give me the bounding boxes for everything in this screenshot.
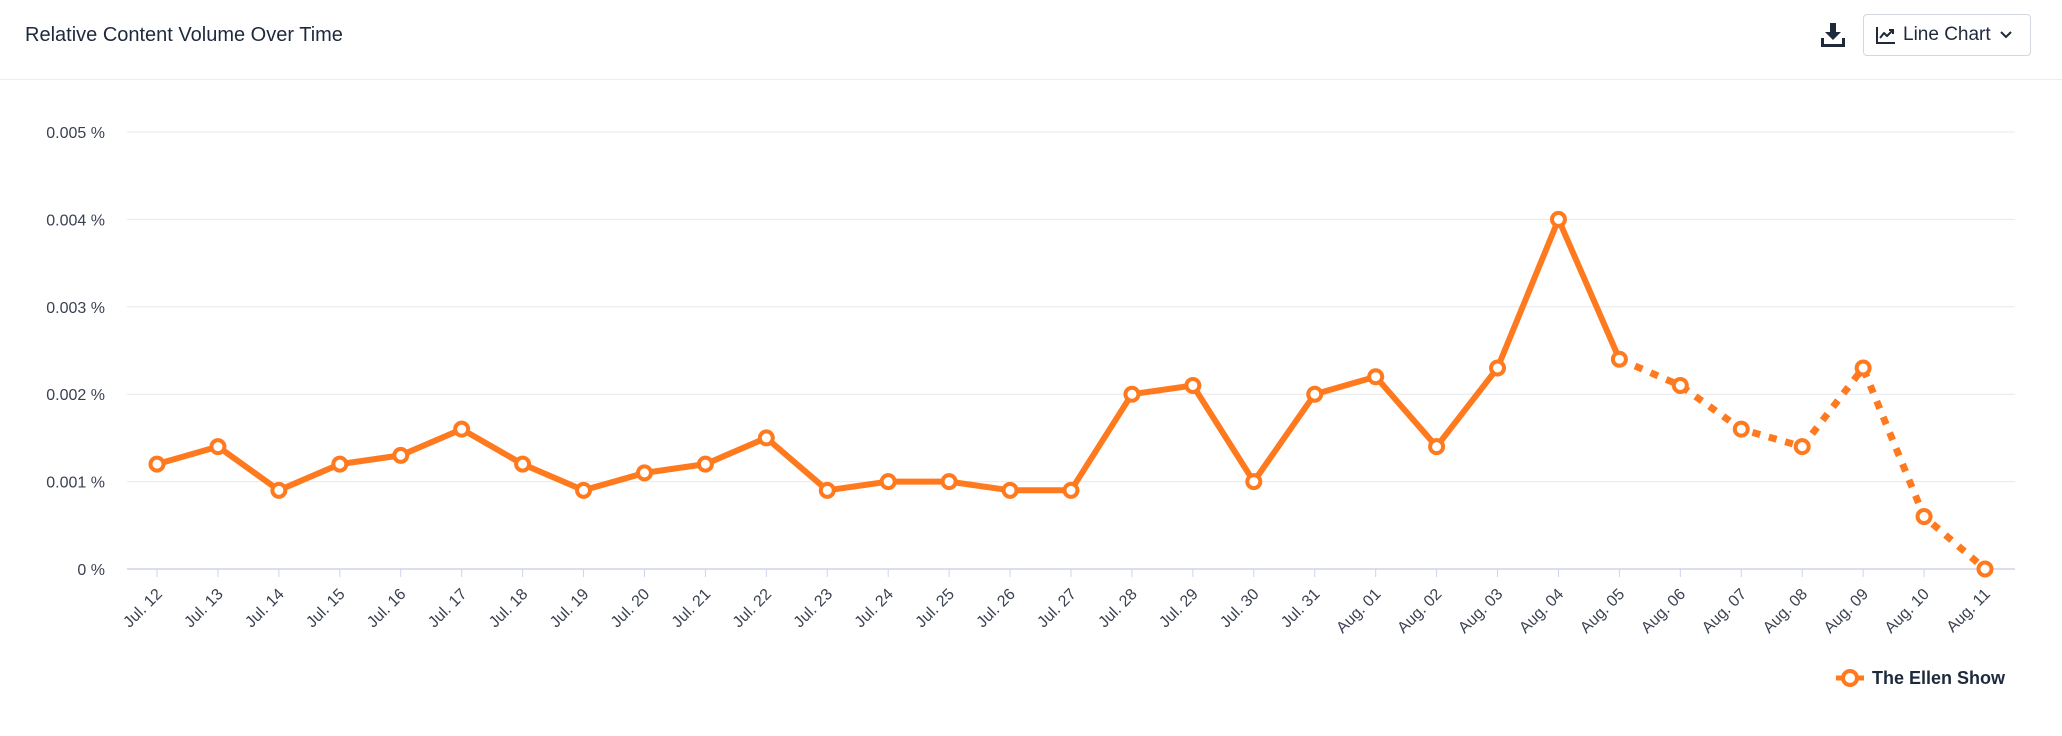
x-tick-label: Jul. 12 <box>120 586 165 631</box>
x-tick-label: Jul. 31 <box>1278 586 1323 631</box>
data-point <box>1610 350 1628 368</box>
chevron-down-icon <box>1999 30 2013 40</box>
y-tick-label: 0.002 % <box>46 387 105 404</box>
x-tick-label: Jul. 14 <box>242 586 287 631</box>
data-point <box>818 481 836 499</box>
data-point <box>1915 508 1933 526</box>
y-tick-label: 0.004 % <box>46 212 105 229</box>
x-tick-label: Jul. 23 <box>791 586 836 631</box>
data-point <box>1732 420 1750 438</box>
data-point <box>1001 481 1019 499</box>
data-point <box>1671 376 1689 394</box>
data-point <box>1976 560 1994 578</box>
x-tick-label: Jul. 21 <box>669 586 714 631</box>
y-tick-label: 0.005 % <box>46 125 105 142</box>
y-tick-label: 0 % <box>77 562 105 579</box>
data-point <box>1489 359 1507 377</box>
legend-marker <box>1836 669 1864 687</box>
x-tick-label: Aug. 02 <box>1394 586 1445 637</box>
data-point <box>392 446 410 464</box>
data-point <box>757 429 775 447</box>
chart-type-label: Line Chart <box>1903 24 1991 45</box>
x-tick-label: Aug. 01 <box>1333 586 1384 637</box>
x-tick-label: Jul. 28 <box>1095 586 1140 631</box>
legend-label: The Ellen Show <box>1872 667 2006 688</box>
x-tick-label: Jul. 26 <box>974 586 1019 631</box>
x-tick-label: Jul. 20 <box>608 586 653 631</box>
x-tick-label: Jul. 24 <box>852 586 897 631</box>
data-point <box>879 473 897 491</box>
download-icon <box>1821 23 1845 47</box>
series-line <box>154 216 1623 494</box>
data-point <box>635 464 653 482</box>
data-point <box>1549 210 1567 228</box>
data-point <box>331 455 349 473</box>
data-point <box>270 481 288 499</box>
x-tick-label: Jul. 27 <box>1034 586 1079 631</box>
x-tick-label: Aug. 08 <box>1760 586 1811 637</box>
data-point <box>940 473 958 491</box>
x-tick-label: Aug. 05 <box>1577 586 1628 637</box>
chart-title: Relative Content Volume Over Time <box>25 24 343 46</box>
x-tick-label: Jul. 17 <box>425 586 470 631</box>
x-tick-label: Aug. 04 <box>1516 586 1567 637</box>
data-point <box>1123 385 1141 403</box>
x-tick-label: Jul. 13 <box>181 586 226 631</box>
x-tick-label: Aug. 03 <box>1455 586 1506 637</box>
legend-item[interactable]: The Ellen Show <box>1836 664 2005 692</box>
line-chart-icon <box>1876 27 1895 44</box>
chart-header: Relative Content Volume Over Time Line C… <box>0 0 2062 80</box>
data-point <box>696 455 714 473</box>
data-point <box>1854 359 1872 377</box>
data-point <box>1793 438 1811 456</box>
download-button[interactable] <box>1816 18 1850 52</box>
data-point <box>148 455 166 473</box>
x-tick-label: Aug. 06 <box>1638 586 1689 637</box>
y-tick-label: 0.003 % <box>46 300 105 317</box>
x-tick-label: Jul. 30 <box>1217 586 1262 631</box>
line-chart: 0 % 0.001 % 0.002 % 0.003 % 0.004 % 0.005 % Ju… <box>46 125 2015 637</box>
data-point <box>1428 438 1446 456</box>
x-tick-label: Jul. 25 <box>913 586 958 631</box>
data-point <box>1062 481 1080 499</box>
x-tick-label: Jul. 19 <box>547 586 592 631</box>
x-tick-label: Jul. 16 <box>364 586 409 631</box>
data-point <box>1245 473 1263 491</box>
y-tick-label: 0.001 % <box>46 475 105 492</box>
data-point <box>209 438 227 456</box>
data-point <box>1306 385 1324 403</box>
x-tick-label: Aug. 07 <box>1699 586 1750 637</box>
data-point <box>1367 368 1385 386</box>
x-tick-label: Aug. 09 <box>1821 586 1872 637</box>
data-point <box>514 455 532 473</box>
x-tick-label: Aug. 11 <box>1944 586 1994 636</box>
x-tick-label: Jul. 18 <box>486 586 531 631</box>
x-tick-label: Aug. 10 <box>1882 586 1933 637</box>
x-tick-label: Jul. 29 <box>1156 586 1201 631</box>
data-point <box>575 481 593 499</box>
x-tick-label: Jul. 22 <box>730 586 775 631</box>
data-point <box>453 420 471 438</box>
chart-type-select[interactable]: Line Chart <box>1863 14 2031 56</box>
data-point <box>1184 376 1202 394</box>
x-tick-label: Jul. 15 <box>303 586 348 631</box>
